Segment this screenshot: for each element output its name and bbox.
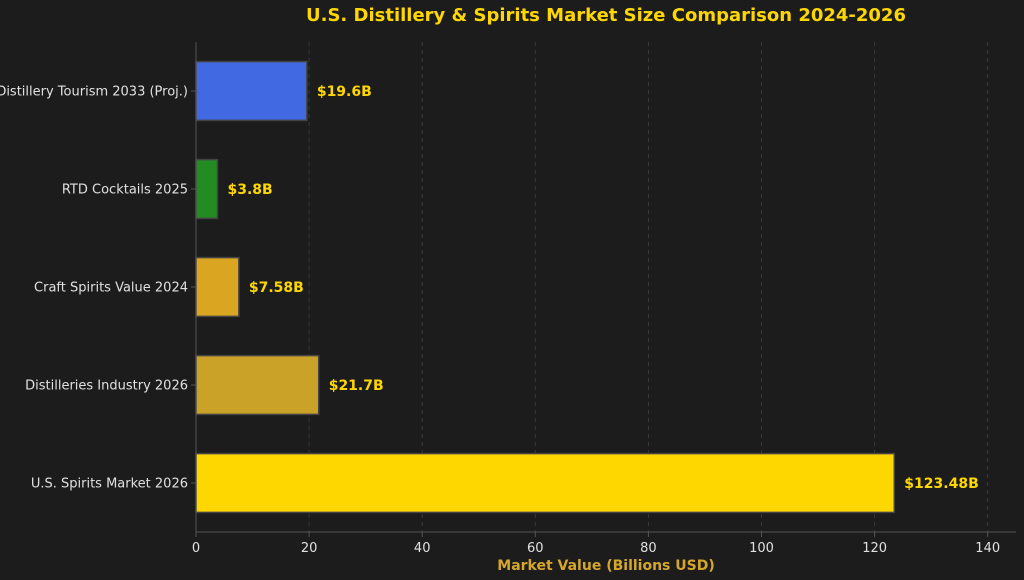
data-label: $3.8B bbox=[227, 182, 272, 198]
bar bbox=[195, 256, 240, 318]
x-tick-label: 120 bbox=[862, 541, 887, 556]
grid-lines bbox=[195, 42, 989, 532]
x-tick-label: 0 bbox=[192, 541, 200, 556]
y-tick-label: Distillery Tourism 2033 (Proj.) bbox=[0, 85, 188, 100]
bars: $19.6B $3.8B $7.58B $21.7B $123.48B bbox=[195, 60, 979, 514]
x-tick-label: 60 bbox=[527, 541, 544, 556]
x-axis-label: Market Value (Billions USD) bbox=[497, 558, 714, 574]
data-label: $7.58B bbox=[249, 280, 304, 296]
y-tick-label: Distilleries Industry 2026 bbox=[25, 379, 188, 394]
bar bbox=[195, 158, 219, 220]
y-tick-label: RTD Cocktails 2025 bbox=[62, 183, 188, 198]
x-tick-label: 100 bbox=[749, 541, 774, 556]
data-label: $123.48B bbox=[904, 476, 978, 492]
axes: 0 20 40 60 80 100 120 140 Distillery Tourism 203… bbox=[0, 42, 1016, 556]
bar bbox=[195, 354, 320, 416]
bar bbox=[195, 60, 308, 122]
bar bbox=[195, 452, 896, 514]
y-tick-label: Craft Spirits Value 2024 bbox=[34, 281, 188, 296]
x-tick-label: 140 bbox=[975, 541, 1000, 556]
x-tick-label: 20 bbox=[301, 541, 318, 556]
x-tick-label: 40 bbox=[414, 541, 431, 556]
chart-title: U.S. Distillery & Spirits Market Size Co… bbox=[306, 5, 906, 26]
data-label: $21.7B bbox=[329, 378, 384, 394]
y-tick-label: U.S. Spirits Market 2026 bbox=[31, 477, 188, 492]
data-label: $19.6B bbox=[317, 84, 372, 100]
x-tick-label: 80 bbox=[640, 541, 657, 556]
